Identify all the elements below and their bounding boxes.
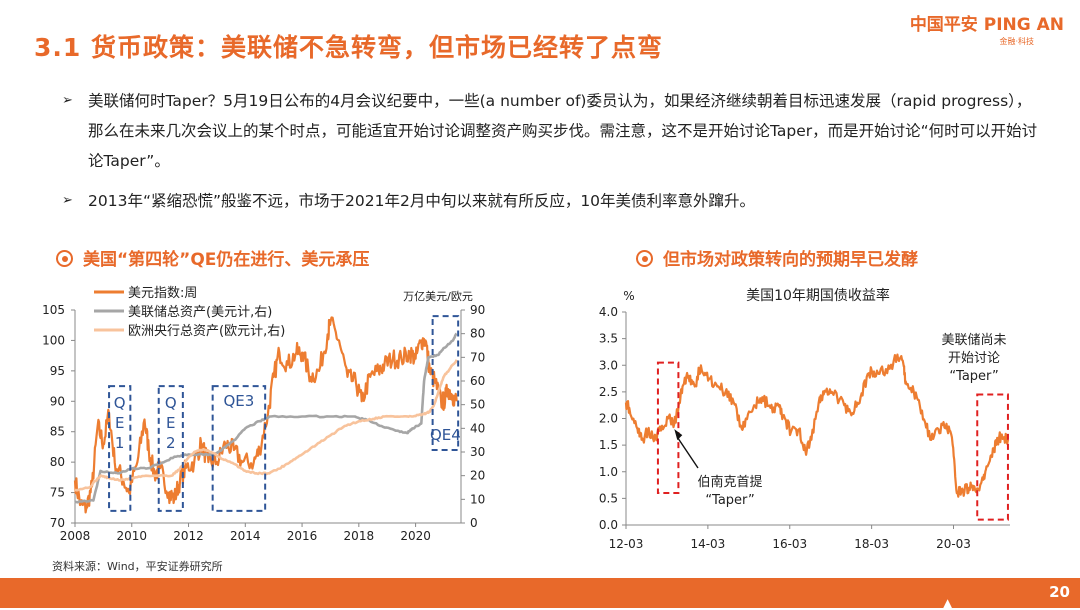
chart-title: 美国10年期国债收益率 xyxy=(746,287,890,304)
y-tick-label-right: 50 xyxy=(470,398,485,412)
x-tick-label: 18-03 xyxy=(854,537,889,551)
legend-label: 美联储总资产(美元计,右) xyxy=(128,305,272,320)
y-tick-label: 0.0 xyxy=(599,518,618,532)
qe-label: QE4 xyxy=(430,426,461,444)
y-axis-label-right: 万亿美元/欧元 xyxy=(403,290,473,303)
left-chart-heading-text: 美国“第四轮”QE仍在进行、美元承压 xyxy=(83,250,370,270)
qe-period-box xyxy=(157,385,184,512)
series-line-0 xyxy=(624,353,1010,498)
y-tick-label-right: 60 xyxy=(470,374,485,388)
y-tick-label-left: 90 xyxy=(50,394,65,408)
right-chart-heading: 但市场对政策转向的预期早已发酵 xyxy=(636,245,918,270)
qe-period-box xyxy=(211,385,267,512)
y-tick-label: 4.0 xyxy=(599,305,618,319)
bullet-text: 2013年“紧缩恐慌”般鉴不远，市场于2021年2月中旬以来就有所反应，10年美… xyxy=(88,192,756,210)
y-tick-label-left: 75 xyxy=(50,486,65,500)
logo-main: 中国平安 PING AN xyxy=(909,15,1064,35)
y-tick-label-right: 0 xyxy=(470,516,478,530)
x-tick-label: 14-03 xyxy=(690,537,725,551)
page-title: 3.1 货币政策：美联储不急转弯，但市场已经转了点弯 xyxy=(34,33,663,62)
logo: 中国平安 PING AN 金融·科技 xyxy=(910,10,1064,47)
legend-label: 欧洲央行总资产(欧元计,右) xyxy=(128,324,285,339)
y-axis-label: % xyxy=(623,289,634,303)
target-icon xyxy=(636,250,653,267)
x-tick-label: 16-03 xyxy=(772,537,807,551)
y-tick-label: 3.0 xyxy=(599,358,618,372)
y-tick-label-left: 105 xyxy=(42,303,65,317)
x-tick-label: 2008 xyxy=(60,529,91,543)
arrow-icon: ➢ xyxy=(62,193,73,208)
y-tick-label: 3.5 xyxy=(599,332,618,346)
annotation-label: 伯南克首提 xyxy=(697,474,762,490)
qe-label: E xyxy=(115,414,124,432)
annotation-label: “Taper” xyxy=(949,369,998,384)
left-chart-heading: 美国“第四轮”QE仍在进行、美元承压 xyxy=(56,245,369,270)
target-icon xyxy=(56,250,73,267)
y-tick-label: 2.5 xyxy=(599,385,618,399)
x-tick-label: 2016 xyxy=(287,529,318,543)
x-tick-label: 2020 xyxy=(400,529,431,543)
qe-label: Q xyxy=(114,394,126,412)
series-line-2 xyxy=(74,359,458,492)
y-tick-label-right: 70 xyxy=(470,350,485,364)
x-tick-label: 2012 xyxy=(173,529,204,543)
tree-icon: ▲ xyxy=(943,596,953,610)
y-tick-label: 1.5 xyxy=(599,438,618,452)
taper-highlight-box xyxy=(656,361,680,495)
arrow-icon: ➢ xyxy=(62,93,73,108)
y-tick-label-right: 40 xyxy=(470,421,485,435)
y-tick-label: 2.0 xyxy=(599,412,618,426)
qe-label: QE3 xyxy=(223,392,254,410)
y-tick-label-left: 85 xyxy=(50,425,65,439)
qe-label: E xyxy=(166,414,175,432)
page-number: 20 xyxy=(1049,583,1070,601)
y-tick-label-left: 70 xyxy=(50,516,65,530)
y-tick-label-right: 80 xyxy=(470,327,485,341)
y-tick-label-right: 20 xyxy=(470,469,485,483)
right-chart-heading-text: 但市场对政策转向的预期早已发酵 xyxy=(663,250,918,270)
annotation-arrow xyxy=(676,436,699,469)
bullet-item-2: ➢ 2013年“紧缩恐慌”般鉴不远，市场于2021年2月中旬以来就有所反应，10… xyxy=(62,186,1042,216)
qe-period-box xyxy=(108,385,132,512)
y-tick-label: 0.5 xyxy=(599,491,618,505)
annotation-label: 开始讨论 xyxy=(948,351,1000,366)
bottom-bar xyxy=(0,578,1080,608)
qe-label: Q xyxy=(165,394,177,412)
y-tick-label-right: 30 xyxy=(470,445,485,459)
bullet-text: 美联储何时Taper？5月19日公布的4月会议纪要中，一些(a number o… xyxy=(88,92,1038,170)
x-tick-label: 20-03 xyxy=(936,537,971,551)
legend-label: 美元指数:周 xyxy=(128,286,197,301)
source-note: 资料来源：Wind，平安证券研究所 xyxy=(52,560,223,573)
y-tick-label: 1.0 xyxy=(599,465,618,479)
arrowhead-icon xyxy=(674,429,683,441)
x-tick-label: 2010 xyxy=(116,529,147,543)
taper-highlight-box xyxy=(976,393,1009,521)
y-tick-label-left: 100 xyxy=(42,333,65,347)
y-tick-label-right: 10 xyxy=(470,492,485,506)
series-line-0 xyxy=(73,316,458,514)
y-tick-label-left: 95 xyxy=(50,364,65,378)
annotation-label: 美联储尚未 xyxy=(941,333,1006,348)
logo-sub: 金融·科技 xyxy=(999,37,1034,46)
bullet-item-1: ➢ 美联储何时Taper？5月19日公布的4月会议纪要中，一些(a number… xyxy=(62,86,1042,176)
qe-period-box xyxy=(431,315,460,451)
y-tick-label-right: 90 xyxy=(470,303,485,317)
x-tick-label: 12-03 xyxy=(609,537,644,551)
qe-label: 2 xyxy=(166,434,176,452)
qe-label: 1 xyxy=(115,434,125,452)
x-tick-label: 2018 xyxy=(344,529,375,543)
x-tick-label: 2014 xyxy=(230,529,261,543)
series-line-1 xyxy=(74,332,458,504)
y-tick-label-left: 80 xyxy=(50,455,65,469)
annotation-label: “Taper” xyxy=(705,493,754,508)
